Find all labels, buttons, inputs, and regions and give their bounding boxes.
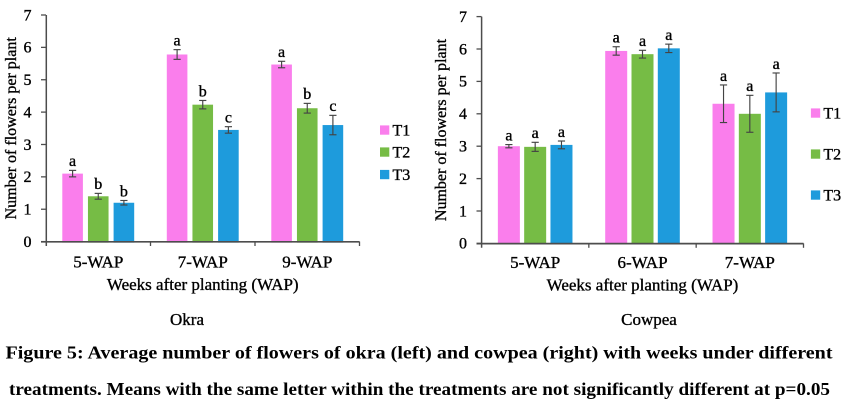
svg-text:c: c	[329, 98, 336, 115]
svg-text:7-WAP: 7-WAP	[725, 253, 775, 272]
svg-text:b: b	[94, 176, 102, 193]
svg-text:5-WAP: 5-WAP	[73, 253, 123, 272]
svg-text:treatments. Means with the sam: treatments. Means with the same letter w…	[9, 379, 830, 399]
svg-text:a: a	[773, 56, 780, 73]
svg-text:Number of flowers per plant: Number of flowers per plant	[433, 38, 450, 221]
svg-text:a: a	[613, 30, 620, 47]
svg-text:6: 6	[24, 40, 32, 57]
svg-text:1: 1	[459, 203, 467, 220]
svg-text:0: 0	[24, 234, 32, 251]
svg-text:b: b	[303, 86, 311, 103]
svg-text:T2: T2	[393, 144, 411, 161]
svg-text:T1: T1	[823, 105, 841, 122]
svg-text:1: 1	[24, 202, 32, 219]
svg-text:7-WAP: 7-WAP	[178, 253, 228, 272]
svg-text:3: 3	[459, 139, 467, 156]
svg-text:a: a	[505, 127, 512, 144]
svg-text:Weeks after planting (WAP): Weeks after planting (WAP)	[547, 276, 739, 295]
svg-text:9-WAP: 9-WAP	[282, 253, 332, 272]
svg-text:b: b	[199, 83, 207, 100]
svg-text:4: 4	[24, 104, 32, 121]
svg-text:4: 4	[459, 106, 467, 123]
svg-text:a: a	[532, 125, 539, 142]
svg-text:6: 6	[459, 41, 467, 58]
svg-text:Weeks after planting (WAP): Weeks after planting (WAP)	[107, 275, 299, 294]
svg-text:c: c	[225, 109, 232, 126]
svg-text:a: a	[720, 68, 727, 85]
svg-text:Cowpea: Cowpea	[621, 310, 677, 329]
svg-text:Okra: Okra	[170, 310, 204, 329]
svg-text:T3: T3	[393, 167, 411, 184]
svg-text:0: 0	[459, 236, 467, 253]
svg-text:T1: T1	[393, 122, 411, 139]
svg-text:7: 7	[459, 9, 467, 26]
svg-text:T3: T3	[823, 187, 841, 204]
svg-text:2: 2	[459, 171, 467, 188]
svg-text:6-WAP: 6-WAP	[617, 253, 667, 272]
svg-text:a: a	[174, 32, 181, 49]
svg-text:7: 7	[24, 7, 32, 24]
svg-text:b: b	[120, 183, 128, 200]
svg-text:T2: T2	[823, 146, 841, 163]
svg-text:a: a	[69, 153, 76, 170]
svg-text:5: 5	[459, 74, 467, 91]
svg-text:a: a	[665, 27, 672, 44]
svg-text:a: a	[278, 44, 285, 61]
svg-text:a: a	[746, 78, 753, 95]
svg-text:a: a	[639, 33, 646, 50]
svg-text:3: 3	[24, 137, 32, 154]
svg-text:5: 5	[24, 72, 32, 89]
svg-text:2: 2	[24, 169, 32, 186]
svg-text:5-WAP: 5-WAP	[510, 253, 560, 272]
svg-text:Number of flowers per plant: Number of flowers per plant	[3, 37, 20, 220]
svg-text:a: a	[558, 124, 565, 141]
svg-text:Figure 5: Average number of fl: Figure 5: Average number of flowers of o…	[6, 342, 833, 363]
